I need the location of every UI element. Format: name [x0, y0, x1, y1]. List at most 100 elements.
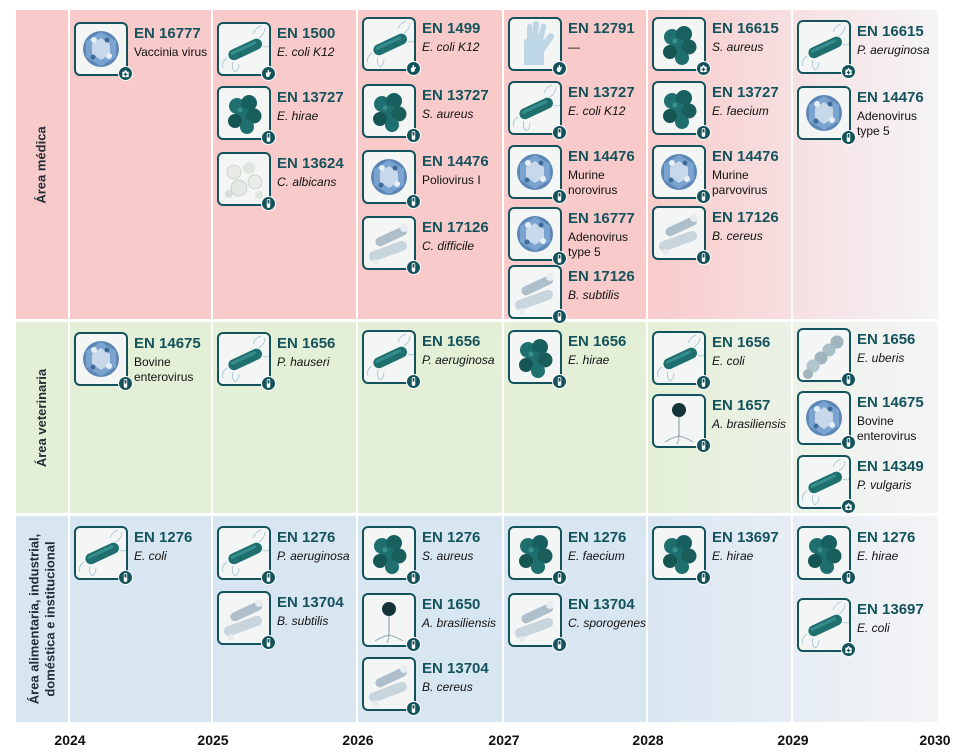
- coccus-cluster-icon: [362, 526, 416, 580]
- test-organism: Adenovirus type 5: [857, 109, 918, 138]
- coccus-cluster-icon: [797, 526, 851, 580]
- year-label: 2027: [488, 732, 520, 748]
- standard-card: EN 1276 E. coli: [74, 526, 274, 585]
- standard-card: EN 17126 B. subtilis: [508, 265, 708, 324]
- test-tube-icon: [841, 435, 856, 450]
- standard-code: EN 1656: [277, 335, 336, 352]
- virus-particle-icon: [797, 391, 851, 445]
- test-organism: P. vulgaris: [857, 478, 912, 492]
- standard-code: EN 13727: [422, 87, 489, 104]
- column-divider: [502, 10, 504, 722]
- standard-card: EN 1276 E. hirae: [797, 526, 960, 585]
- standard-code: EN 13727: [277, 89, 344, 106]
- standard-code: EN 1500: [277, 25, 336, 42]
- rod-bacterium-icon: [508, 81, 562, 135]
- standard-card: EN 12791 —: [508, 17, 708, 76]
- row-divider: [16, 513, 938, 515]
- standard-card: EN 13727 E. hirae: [217, 86, 417, 145]
- standard-code: EN 1656: [857, 331, 916, 348]
- standard-code: EN 17126: [568, 268, 635, 285]
- area-band: [16, 516, 938, 722]
- standard-code: EN 13697: [712, 529, 779, 546]
- virus-particle-icon: [508, 207, 562, 261]
- rod-bacterium-icon: [652, 331, 706, 385]
- test-tube-icon: [841, 130, 856, 145]
- standard-code: EN 13704: [277, 594, 344, 611]
- standard-code: EN 16615: [857, 23, 924, 40]
- standard-code: EN 13727: [568, 84, 635, 101]
- area-label-box: Área alimentaria, industrial, doméstica …: [16, 516, 68, 722]
- coccus-cluster-icon: [508, 526, 562, 580]
- rod-bacterium-icon: [217, 22, 271, 76]
- standard-card: EN 1499 E. coli K12: [362, 17, 562, 76]
- test-organism: B. cereus: [712, 229, 763, 243]
- rod-bacterium-icon: [797, 598, 851, 652]
- hospital-icon: [696, 61, 711, 76]
- standard-code: EN 17126: [422, 219, 489, 236]
- test-tube-icon: [696, 125, 711, 140]
- standard-card: EN 1656 E. uberis: [797, 328, 960, 387]
- spore-rod-icon: [508, 593, 562, 647]
- standard-card: EN 13727 S. aureus: [362, 84, 562, 143]
- test-organism: E. coli: [134, 549, 167, 563]
- test-tube-icon: [118, 376, 133, 391]
- column-divider: [356, 10, 358, 722]
- test-tube-icon: [261, 130, 276, 145]
- hand-icon: [261, 66, 276, 81]
- test-tube-icon: [696, 250, 711, 265]
- test-organism: B. subtilis: [277, 614, 329, 628]
- standard-code: EN 12791: [568, 20, 635, 37]
- coccus-chain-icon: [797, 328, 851, 382]
- test-tube-icon: [261, 635, 276, 650]
- test-organism: —: [568, 40, 580, 54]
- standard-card: EN 1500 E. coli K12: [217, 22, 417, 81]
- test-tube-icon: [552, 125, 567, 140]
- rod-bacterium-icon: [362, 330, 416, 384]
- hand-icon: [406, 61, 421, 76]
- standard-card: EN 1276 P. aeruginosa: [217, 526, 417, 585]
- standard-card: EN 1276 E. faecium: [508, 526, 708, 585]
- year-label: 2024: [54, 732, 86, 748]
- standard-card: EN 17126 C. difficile: [362, 216, 562, 275]
- standard-card: EN 14476 Poliovirus I: [362, 150, 562, 209]
- year-label: 2029: [777, 732, 809, 748]
- standard-card: EN 13727 E. faecium: [652, 81, 852, 140]
- standard-code: EN 14476: [422, 153, 489, 170]
- test-organism: S. aureus: [422, 107, 474, 121]
- standard-code: EN 1656: [422, 333, 481, 350]
- coccus-cluster-icon: [362, 84, 416, 138]
- standard-card: EN 13697 E. coli: [797, 598, 960, 657]
- standard-code: EN 14675: [134, 335, 201, 352]
- test-organism: E. hirae: [857, 549, 899, 563]
- rod-bacterium-icon: [217, 332, 271, 386]
- test-organism: S. aureus: [422, 549, 474, 563]
- test-organism: S. aureus: [712, 40, 764, 54]
- test-organism: E. faecium: [712, 104, 769, 118]
- test-tube-icon: [552, 251, 567, 266]
- standard-code: EN 1276: [422, 529, 481, 546]
- standard-card: EN 13697 E. hirae: [652, 526, 852, 585]
- standard-code: EN 1650: [422, 596, 481, 613]
- test-organism: E. uberis: [857, 351, 905, 365]
- standard-code: EN 17126: [712, 209, 779, 226]
- standard-code: EN 14349: [857, 458, 924, 475]
- area-label: Área médica: [34, 125, 50, 204]
- mold-spore-icon: [652, 394, 706, 448]
- standard-card: EN 1656 P. aeruginosa: [362, 330, 562, 389]
- standard-code: EN 13624: [277, 155, 344, 172]
- standard-card: EN 13704 B. cereus: [362, 657, 562, 716]
- standard-card: EN 16777 Adenovirus type 5: [508, 207, 708, 266]
- year-label: 2025: [197, 732, 229, 748]
- spore-rod-icon: [362, 657, 416, 711]
- hospital-icon: [841, 642, 856, 657]
- coccus-cluster-icon: [652, 526, 706, 580]
- standard-card: EN 17126 B. cereus: [652, 206, 852, 265]
- standard-code: EN 1657: [712, 397, 771, 414]
- test-organism: B. cereus: [422, 680, 473, 694]
- virus-particle-icon: [652, 145, 706, 199]
- test-organism: C. albicans: [277, 175, 337, 189]
- standard-card: EN 14675 Bovine enterovirus: [797, 391, 960, 450]
- test-organism: P. aeruginosa: [857, 43, 930, 57]
- rod-bacterium-icon: [74, 526, 128, 580]
- test-organism: Adenovirus type 5: [568, 230, 629, 259]
